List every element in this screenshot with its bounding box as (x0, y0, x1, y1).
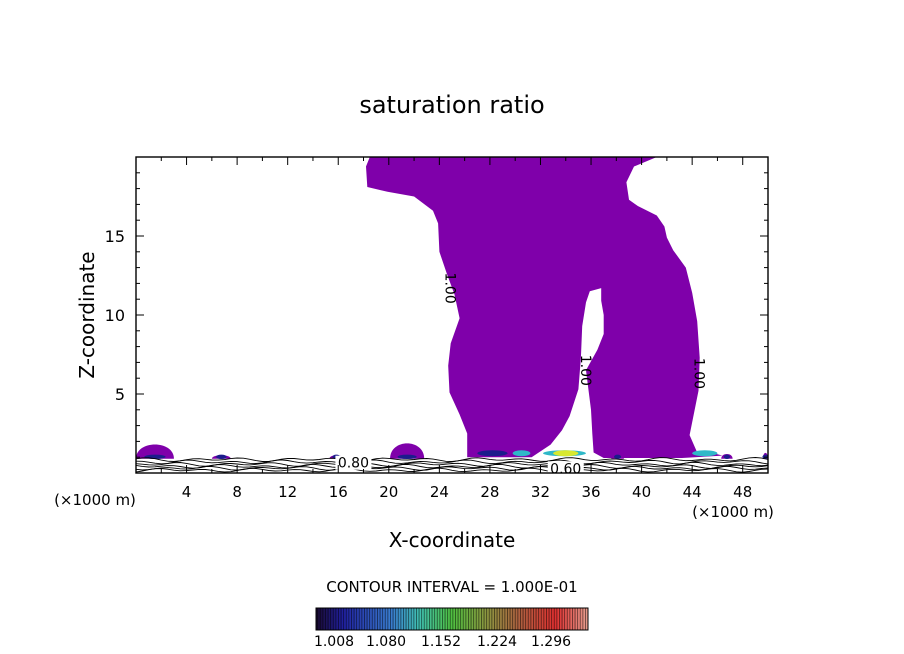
chart-title: saturation ratio (359, 91, 544, 119)
blob-core-5 (723, 454, 731, 459)
colorbar-label-3: 1.224 (477, 634, 517, 650)
x-tick-label-28: 28 (480, 483, 499, 501)
surface-contour-5 (136, 467, 768, 473)
blob-core-3 (397, 454, 417, 459)
colorbar-frame (315, 607, 589, 631)
colorbar-label-1: 1.080 (366, 634, 406, 650)
surface-contour-2 (136, 461, 768, 467)
blob-3 (390, 443, 425, 459)
core-0 (477, 450, 508, 457)
y-axis-label: Z-coordinate (75, 251, 99, 378)
x-tick-label-16: 16 (329, 483, 348, 501)
colorbar (315, 607, 589, 631)
y-axis: 5 10 15 (105, 172, 768, 458)
plot-area: 1.00 1.00 1.00 0.80 0.60 (136, 157, 768, 477)
contour-labels: 1.00 1.00 1.00 0.80 0.60 (335, 273, 707, 477)
blob-core-1 (216, 454, 227, 459)
x-tick-label-8: 8 (232, 483, 242, 501)
surface-contour-1 (136, 459, 768, 465)
contour-label-1: 1.00 (577, 355, 593, 386)
contour-label-bg-3 (335, 455, 372, 470)
x-tick-label-48: 48 (733, 483, 752, 501)
core-4 (692, 450, 718, 457)
blob-4 (611, 436, 624, 459)
contour-label-bg-4 (547, 461, 584, 473)
contour-label-0: 1.00 (442, 273, 458, 304)
core-1 (512, 450, 531, 457)
y-tick-label-5: 5 (115, 385, 125, 404)
y-tick-label-10: 10 (105, 306, 125, 325)
colorbar-label-2: 1.152 (421, 634, 461, 650)
supersaturated-region (366, 157, 723, 458)
x-unit-left: (×1000 m) (54, 491, 136, 509)
x-tick-label-24: 24 (430, 483, 449, 501)
blob-0 (136, 444, 174, 459)
contour-label-3: 0.80 (338, 456, 369, 472)
y-tick-label-15: 15 (105, 227, 125, 246)
colorbar-tick-labels: 1.008 1.080 1.152 1.224 1.296 (314, 634, 571, 650)
x-tick-label-40: 40 (632, 483, 651, 501)
x-tick-label-44: 44 (683, 483, 702, 501)
surface-contour-3 (136, 463, 768, 469)
x-axis-label: X-coordinate (389, 528, 516, 552)
x-tick-label-32: 32 (531, 483, 550, 501)
x-tick-label-36: 36 (581, 483, 600, 501)
contour-label-4: 0.60 (550, 461, 581, 477)
core-3 (553, 450, 579, 457)
contour-label-2: 1.00 (691, 358, 707, 389)
colorbar-stripes (316, 608, 588, 630)
x-tick-label-20: 20 (379, 483, 398, 501)
x-tick-label-12: 12 (278, 483, 297, 501)
x-unit-right: (×1000 m) (692, 503, 774, 521)
x-axis: 4 8 12 16 20 24 28 32 36 40 44 48 (160, 157, 769, 501)
blob-core-4 (614, 454, 622, 459)
colorbar-title: CONTOUR INTERVAL = 1.000E-01 (326, 578, 577, 596)
surface-contour-lines (136, 457, 768, 473)
colorbar-label-0: 1.008 (314, 634, 354, 650)
colorbar-label-4: 1.296 (531, 634, 571, 650)
x-tick-label-4: 4 (182, 483, 192, 501)
